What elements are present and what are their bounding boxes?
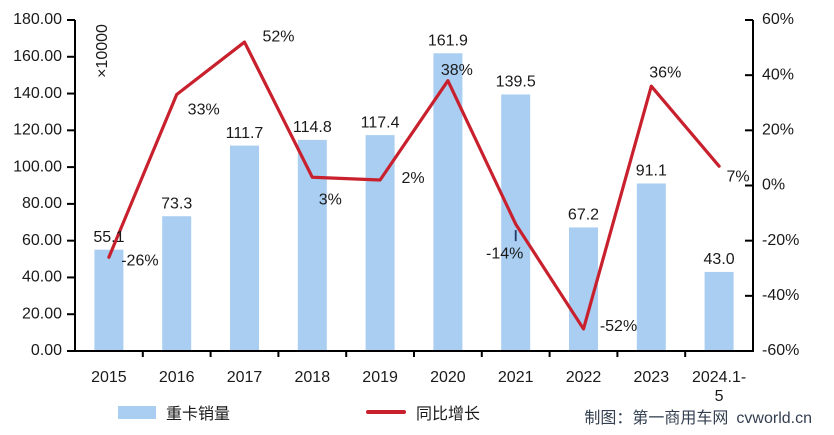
bar-value-label: 117.4 — [361, 114, 400, 131]
left-tick-label: 100.00 — [13, 158, 62, 175]
credit-url: cvworld.cn — [736, 410, 812, 427]
growth-value-label: 52% — [262, 28, 294, 45]
bar-value-label: 91.1 — [636, 163, 667, 180]
right-tick-label: 0% — [762, 177, 785, 194]
left-tick-label: 120.00 — [13, 122, 62, 139]
left-tick-label: 0.00 — [31, 342, 62, 359]
right-tick-label: 60% — [762, 11, 794, 28]
bar-2015 — [94, 249, 124, 351]
x-axis-label: 2018 — [295, 369, 331, 386]
legend-label-growth: 同比增长 — [416, 406, 481, 423]
legend-label-sales: 重卡销量 — [166, 406, 231, 423]
left-tick-label: 160.00 — [13, 48, 62, 65]
growth-value-label: 33% — [188, 102, 220, 119]
bar-2017 — [230, 145, 259, 351]
growth-value-label: 38% — [441, 62, 473, 79]
x-axis-label: 2016 — [159, 369, 195, 386]
legend-item-sales: 重卡销量 — [118, 400, 230, 424]
right-tick-label: -20% — [762, 232, 799, 249]
bar-value-label: 67.2 — [568, 207, 599, 224]
left-tick-label: 40.00 — [22, 269, 62, 286]
bar-value-label: 43.0 — [704, 251, 735, 268]
right-tick-label: 20% — [762, 122, 794, 139]
bar-2019 — [365, 135, 395, 351]
left-tick-label: 140.00 — [13, 85, 62, 102]
x-axis-label: 2020 — [430, 369, 466, 386]
x-axis-label: 2022 — [566, 369, 602, 386]
growth-value-label: -26% — [121, 252, 158, 269]
x-axis-label: 2015 — [91, 369, 127, 386]
x-axis-label: 2017 — [227, 369, 263, 386]
bar-value-label: 55.1 — [93, 229, 124, 246]
bar-2023 — [636, 183, 666, 351]
right-tick-label: -40% — [762, 287, 799, 304]
bar-series-swatch — [118, 405, 156, 419]
right-tick-label: -60% — [762, 342, 799, 359]
growth-value-label: -52% — [600, 318, 637, 335]
left-tick-label: 80.00 — [22, 195, 62, 212]
growth-value-label: 7% — [727, 168, 750, 185]
credit-text: 制图：第一商用车网 cvworld.cn — [584, 404, 812, 428]
bar-value-label: 139.5 — [496, 74, 536, 91]
bar-value-label: 73.3 — [161, 195, 192, 212]
legend-item-growth: 同比增长 — [366, 400, 480, 424]
x-axis-label: 2021 — [498, 369, 534, 386]
bar-2018 — [297, 139, 327, 351]
left-tick-label: 60.00 — [22, 232, 62, 249]
x-axis-label: 2024.1-5 — [692, 369, 746, 405]
growth-value-label: -14% — [486, 245, 523, 262]
bar-value-label: 111.7 — [226, 125, 264, 142]
left-tick-label: 180.00 — [13, 11, 62, 28]
x-axis-label: 2019 — [362, 369, 398, 386]
x-axis-label: 2023 — [634, 369, 670, 386]
bar-2016 — [162, 216, 192, 351]
growth-value-label: 2% — [402, 170, 425, 187]
growth-line — [107, 40, 721, 331]
growth-value-label: 3% — [319, 191, 342, 208]
bar-value-label: 161.9 — [428, 33, 468, 50]
credit-source: 制图：第一商用车网 — [584, 410, 729, 427]
bar-value-label: 114.8 — [293, 119, 332, 136]
bar-2024.1- — [704, 271, 734, 351]
left-tick-label: 20.00 — [22, 305, 62, 322]
growth-value-label: 36% — [649, 64, 681, 81]
right-tick-label: 40% — [762, 66, 794, 83]
left-axis-unit-label: ×10000 — [94, 24, 111, 78]
line-series-swatch — [366, 410, 406, 414]
